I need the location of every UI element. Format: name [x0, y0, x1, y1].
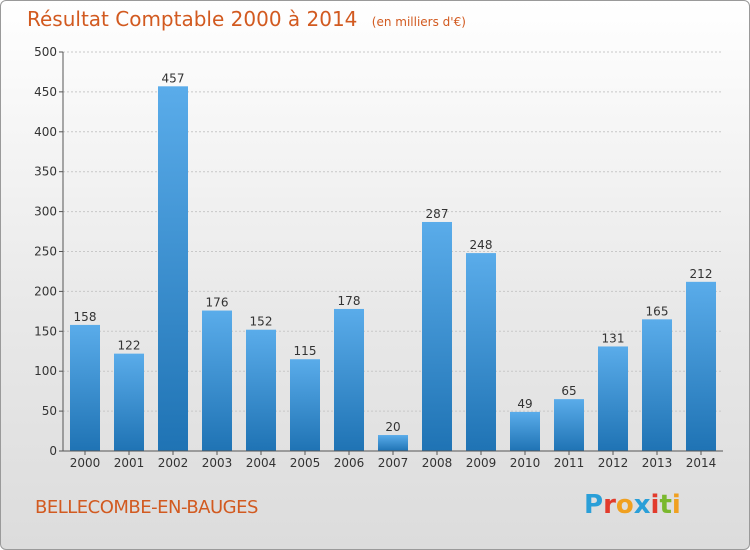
data-label-2009: 248 — [470, 238, 493, 252]
bar-2001 — [114, 353, 144, 451]
y-tick-label: 100 — [34, 364, 57, 378]
data-label-2003: 176 — [206, 296, 229, 310]
logo-letter: o — [615, 490, 634, 520]
bars: 158 122 457 176 152 115 178 20 287 248 49 65 131 165 2… — [70, 71, 716, 452]
bar-2000 — [70, 324, 100, 451]
logo-letter: x — [633, 490, 651, 520]
logo-letter: P — [584, 490, 604, 520]
data-label-2001: 122 — [118, 339, 141, 353]
data-label-2014: 212 — [690, 267, 713, 281]
axes: 0 50 100 150 200 250 300 350 400 450 500 2000 2001 20… — [34, 45, 723, 470]
y-tick-label: 0 — [49, 444, 57, 458]
x-tick-label-2001: 2001 — [114, 456, 145, 470]
data-label-2002: 457 — [162, 71, 185, 85]
data-label-2007: 20 — [385, 420, 400, 434]
bar-2014 — [686, 281, 716, 451]
bar-chart: 158 122 457 176 152 115 178 20 287 248 49 65 131 165 2… — [34, 45, 723, 470]
y-tick-label: 250 — [34, 245, 57, 259]
chart-title: Résultat Comptable 2000 à 2014 (en milli… — [27, 7, 466, 31]
data-label-2013: 165 — [646, 304, 669, 318]
logo-letter: r — [603, 490, 616, 520]
data-label-2010: 49 — [517, 397, 532, 411]
bar-2007 — [378, 435, 408, 451]
x-tick-label-2014: 2014 — [686, 456, 717, 470]
x-tick-label-2013: 2013 — [642, 456, 673, 470]
logo-letter: t — [659, 490, 672, 520]
y-tick-label: 350 — [34, 165, 57, 179]
data-label-2008: 287 — [426, 207, 449, 221]
data-label-2005: 115 — [294, 344, 317, 358]
bar-2005 — [290, 359, 320, 451]
chart-subtitle: (en milliers d'€) — [371, 15, 466, 29]
bar-2011 — [554, 399, 584, 451]
x-tick-label-2007: 2007 — [378, 456, 409, 470]
data-label-2004: 152 — [250, 315, 273, 329]
y-tick-label: 150 — [34, 324, 57, 338]
commune-name: BELLECOMBE-EN-BAUGES — [35, 497, 258, 518]
y-tick-label: 50 — [42, 404, 57, 418]
x-tick-label-2008: 2008 — [422, 456, 453, 470]
x-tick-label-2002: 2002 — [158, 456, 189, 470]
data-label-2012: 131 — [602, 331, 625, 345]
data-label-2000: 158 — [74, 310, 97, 324]
x-tick-label-2012: 2012 — [598, 456, 629, 470]
x-tick-label-2004: 2004 — [246, 456, 277, 470]
y-tick-label: 200 — [34, 284, 57, 298]
bar-2003 — [202, 310, 232, 451]
bar-2004 — [246, 329, 276, 451]
x-tick-label-2003: 2003 — [202, 456, 233, 470]
bar-2009 — [466, 253, 496, 451]
x-tick-label-2011: 2011 — [554, 456, 585, 470]
x-tick-label-2005: 2005 — [290, 456, 321, 470]
bar-2008 — [422, 221, 452, 451]
logo-letter: i — [650, 490, 660, 520]
x-tick-label-2010: 2010 — [510, 456, 541, 470]
x-tick-label-2006: 2006 — [334, 456, 365, 470]
y-tick-label: 400 — [34, 125, 57, 139]
logo-letter: i — [671, 490, 681, 520]
bar-2013 — [642, 319, 672, 451]
data-label-2006: 178 — [338, 294, 361, 308]
x-tick-label-2009: 2009 — [466, 456, 497, 470]
x-tick-label-2000: 2000 — [70, 456, 101, 470]
y-tick-label: 500 — [34, 45, 57, 59]
bar-2012 — [598, 346, 628, 451]
bar-2002 — [158, 86, 188, 452]
data-label-2011: 65 — [561, 384, 576, 398]
y-tick-label: 450 — [34, 85, 57, 99]
bar-2010 — [510, 411, 540, 451]
proxiti-logo: Proxiti — [584, 490, 681, 520]
bar-2006 — [334, 308, 364, 451]
y-tick-label: 300 — [34, 205, 57, 219]
chart-title-text: Résultat Comptable 2000 à 2014 — [27, 7, 358, 31]
